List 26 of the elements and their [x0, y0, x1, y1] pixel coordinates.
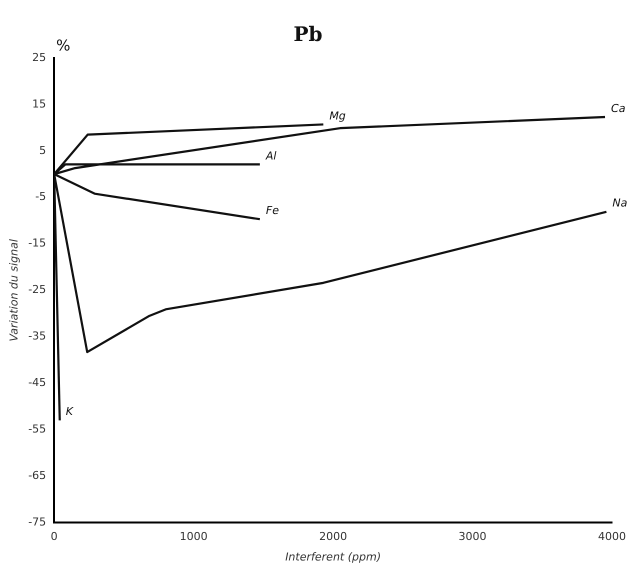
y-tick-label: -55	[28, 422, 46, 436]
series-label: Na	[612, 196, 628, 210]
x-tick-label: 3000	[458, 530, 487, 544]
y-tick-label: -15	[28, 236, 46, 250]
x-tick-label: 2000	[319, 530, 348, 544]
y-tick-label: -65	[28, 469, 46, 482]
x-tick-label: 0	[50, 530, 58, 544]
y-tick-label: -5	[35, 190, 46, 204]
series-label: Mg	[329, 109, 346, 122]
x-axis-title: Interferent (ppm)	[285, 550, 381, 564]
y-tick-label: 25	[32, 50, 46, 64]
series-label: K	[66, 405, 74, 418]
y-tick-label: -45	[28, 376, 46, 390]
series-label: Ca	[611, 102, 626, 115]
x-tick-label: 1000	[180, 530, 208, 544]
x-tick-label: 4000	[598, 530, 626, 544]
y-tick-label: -35	[28, 330, 46, 343]
y-tick-label: 5	[39, 144, 46, 157]
text: %	[56, 36, 70, 54]
series-label: Fe	[266, 204, 280, 218]
y-axis-title: Variation du signal	[7, 239, 20, 342]
y-tick-label: -75	[28, 515, 46, 528]
series-label: Al	[264, 149, 276, 162]
y-tick-label: 15	[32, 97, 46, 110]
chart-title: Pb	[293, 22, 323, 46]
y-tick-label: -25	[28, 283, 46, 296]
